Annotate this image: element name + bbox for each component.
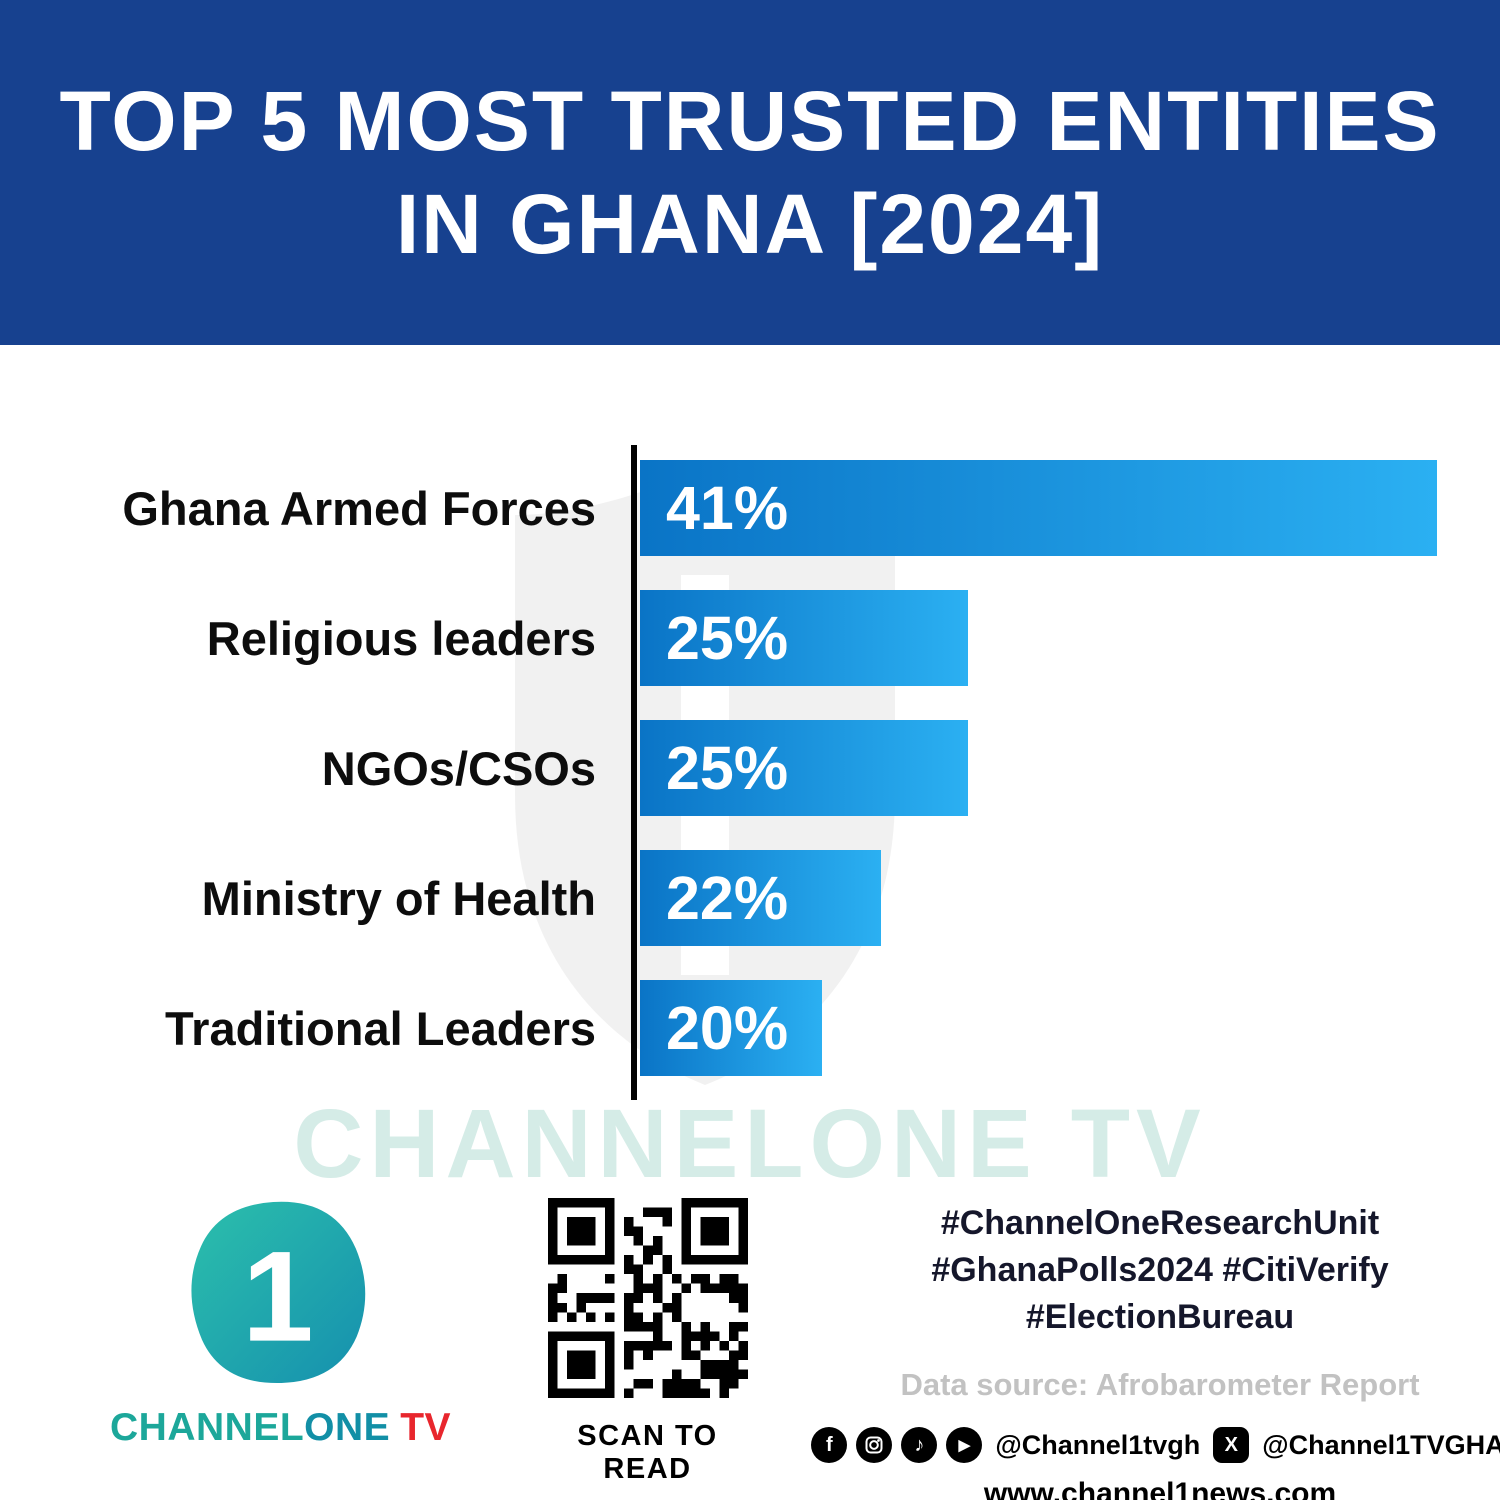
qr-caption: SCAN TO READ <box>577 1420 718 1485</box>
channel-one-wordmark: CHANNELONE TV <box>110 1406 451 1450</box>
qr-code <box>547 1198 748 1398</box>
youtube-icon: ▶ <box>946 1427 983 1463</box>
chart-row: Ministry of Health 22% <box>0 850 1500 946</box>
page-title-line2: IN GHANA [2024] <box>395 176 1105 271</box>
bar-label: Ghana Armed Forces <box>122 481 596 535</box>
wordmark-one: ONE <box>304 1406 391 1449</box>
bar-track: 25% <box>640 590 1500 686</box>
bar-label: NGOs/CSOs <box>321 741 596 795</box>
bar-value: 22% <box>666 864 789 932</box>
hashtag-line-1: #ChannelOneResearchUnit <box>940 1204 1380 1242</box>
brand-text-watermark: CHANNELONE TV <box>293 1089 1207 1198</box>
bar: 20% <box>640 980 823 1076</box>
bar-value: 25% <box>666 734 789 802</box>
chart-row: Traditional Leaders 20% <box>0 980 1500 1076</box>
chart-row: Ghana Armed Forces 41% <box>0 460 1500 556</box>
data-source-text: Data source: Afrobarometer Report <box>900 1367 1420 1402</box>
page-title-line1: TOP 5 MOST TRUSTED ENTITIES <box>59 74 1441 169</box>
social-handle-2: @Channel1TVGHA <box>1262 1429 1500 1460</box>
bar: 22% <box>640 850 881 946</box>
bar: 25% <box>640 590 968 686</box>
hashtag-line-2: #GhanaPolls2024 #CitiVerify <box>931 1251 1389 1289</box>
bar-chart: Ghana Armed Forces 41% Religious leaders 25… <box>0 460 1500 1110</box>
header-banner: TOP 5 MOST TRUSTED ENTITIES IN GHANA [20… <box>0 0 1500 345</box>
bar-label: Ministry of Health <box>201 871 596 925</box>
bar-value: 25% <box>666 604 789 672</box>
svg-text:1: 1 <box>242 1226 314 1369</box>
bar-track: 22% <box>640 850 1500 946</box>
bar: 25% <box>640 720 968 816</box>
bar-label: Traditional Leaders <box>165 1001 596 1055</box>
bar: 41% <box>640 460 1438 556</box>
channel-one-logo-icon: 1 <box>186 1197 370 1388</box>
channel-one-logo: 1 CHANNELONE TV <box>110 1190 451 1450</box>
chart-row: NGOs/CSOs 25% <box>0 720 1500 816</box>
bar-value: 20% <box>666 994 789 1062</box>
bar-track: 20% <box>640 980 1500 1076</box>
x-icon: X <box>1213 1427 1250 1463</box>
bar-label: Religious leaders <box>206 611 596 665</box>
bar-value: 41% <box>666 474 789 542</box>
hashtag-line-3: #ElectionBureau <box>1025 1298 1295 1336</box>
tiktok-icon: ♪ <box>901 1427 938 1463</box>
wordmark-channel: CHANNEL <box>110 1406 305 1449</box>
instagram-icon <box>856 1427 893 1463</box>
website-url: www.channel1news.com <box>983 1477 1337 1500</box>
footer-info-block: #ChannelOneResearchUnit #GhanaPolls2024 … <box>811 1200 1500 1500</box>
chart-row: Religious leaders 25% <box>0 590 1500 686</box>
facebook-icon: f <box>811 1427 848 1463</box>
qr-block: SCAN TO READ <box>545 1198 750 1486</box>
bar-track: 41% <box>640 460 1500 556</box>
wordmark-tv: TV <box>400 1406 452 1449</box>
chart-axis-line <box>631 445 637 1100</box>
social-row: f ♪ ▶ @Channel1tvgh X @Channel1TVGHA <box>811 1427 1500 1463</box>
social-handle-1: @Channel1tvgh <box>995 1429 1201 1460</box>
bar-track: 25% <box>640 720 1500 816</box>
